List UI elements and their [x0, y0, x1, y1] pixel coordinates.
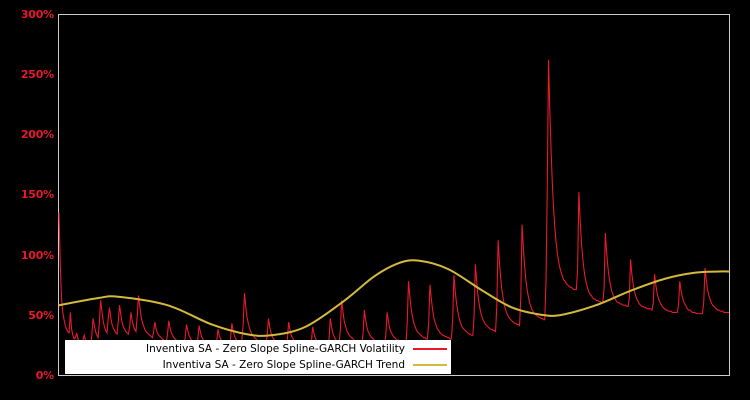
ytick-label-0: 0% [35, 369, 54, 382]
legend-swatch-volatility [413, 348, 447, 350]
legend-entry-trend: Inventiva SA - Zero Slope Spline-GARCH T… [65, 357, 451, 373]
ytick-label-300: 300% [20, 8, 54, 21]
ytick-label-50: 50% [28, 309, 54, 322]
legend-label-trend: Inventiva SA - Zero Slope Spline-GARCH T… [162, 359, 405, 371]
chart-legend: Inventiva SA - Zero Slope Spline-GARCH V… [65, 340, 451, 374]
ytick-label-100: 100% [20, 249, 54, 262]
legend-label-volatility: Inventiva SA - Zero Slope Spline-GARCH V… [145, 343, 405, 355]
plot-frame [58, 14, 730, 376]
ytick-label-250: 250% [20, 68, 54, 81]
ytick-label-200: 200% [20, 128, 54, 141]
series-volatility-line [58, 59, 729, 351]
legend-swatch-trend [413, 364, 447, 366]
ytick-label-150: 150% [20, 188, 54, 201]
series-trend-line [58, 259, 730, 337]
legend-entry-volatility: Inventiva SA - Zero Slope Spline-GARCH V… [65, 341, 451, 357]
